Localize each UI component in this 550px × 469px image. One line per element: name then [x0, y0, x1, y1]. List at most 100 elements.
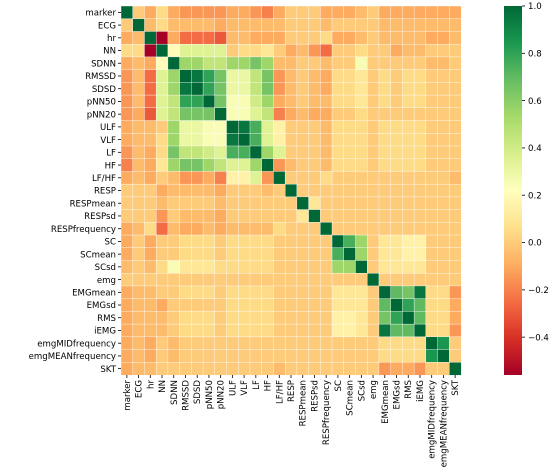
heatmap-cell — [320, 234, 333, 249]
heatmap-cell — [120, 107, 134, 122]
heatmap-cell — [284, 323, 298, 338]
heatmap-cell — [261, 247, 274, 261]
heatmap-cell — [355, 56, 368, 71]
heatmap-cell — [402, 43, 415, 58]
heatmap-cell — [308, 234, 321, 249]
heatmap-cell — [249, 120, 263, 134]
heatmap-cell — [449, 5, 462, 20]
heatmap-cell — [308, 311, 321, 325]
heatmap-cell — [284, 285, 298, 300]
heatmap-cell — [437, 285, 450, 300]
heatmap-cell — [179, 31, 192, 45]
heatmap-cell — [367, 56, 380, 71]
heatmap-cell — [367, 31, 380, 45]
heatmap-cell — [238, 82, 251, 96]
heatmap-cell — [132, 18, 145, 32]
heatmap-cell — [331, 5, 345, 20]
heatmap-cell — [249, 56, 263, 71]
heatmap-cell — [331, 82, 345, 96]
heatmap-cell — [402, 56, 415, 71]
heatmap-cell — [167, 362, 181, 376]
heatmap-cell — [308, 323, 321, 338]
heatmap-cell — [284, 311, 298, 325]
heatmap-cell — [273, 196, 286, 211]
column-labels: marker ECG hr NN SDNN RMSSD SDSD pNN50 pNN20 ULF V… — [123, 375, 461, 467]
heatmap-cell — [191, 273, 204, 287]
heatmap-cell — [343, 209, 356, 223]
heatmap-cell — [214, 209, 228, 223]
heatmap-cell — [167, 31, 181, 45]
heatmap-cell — [320, 362, 333, 376]
heatmap-cell — [449, 183, 462, 198]
column-label: HF — [264, 380, 274, 391]
heatmap-cell — [296, 133, 310, 147]
heatmap-cell — [155, 158, 169, 172]
heatmap-cell — [367, 120, 380, 134]
heatmap-cell — [367, 18, 380, 32]
heatmap-cell — [191, 82, 204, 96]
heatmap-cell — [120, 260, 134, 274]
heatmap-cell — [331, 120, 345, 134]
heatmap-cell — [226, 171, 239, 185]
column-label: ULF — [228, 380, 238, 396]
heatmap-cell — [132, 56, 145, 71]
heatmap-cell — [390, 69, 403, 83]
heatmap-cell — [191, 196, 204, 211]
heatmap-cell — [261, 222, 274, 236]
heatmap-cell — [226, 323, 239, 338]
heatmap-cell — [343, 222, 356, 236]
heatmap-cell — [167, 285, 181, 300]
column-label: RMS — [404, 380, 414, 399]
heatmap-cell — [355, 349, 368, 363]
heatmap-cell — [402, 349, 415, 363]
heatmap-cell — [273, 336, 286, 351]
heatmap-cell — [390, 43, 403, 58]
heatmap-cell — [320, 336, 333, 351]
heatmap-cell — [284, 298, 298, 312]
heatmap-cell — [261, 43, 274, 58]
heatmap-cell — [202, 349, 216, 363]
heatmap-cell — [214, 273, 228, 287]
heatmap-cell — [120, 247, 134, 261]
row-label: RMSSD — [85, 72, 116, 82]
heatmap-cell — [179, 82, 192, 96]
heatmap-cell — [355, 82, 368, 96]
heatmap-cell — [296, 5, 310, 20]
heatmap-cell — [367, 196, 380, 211]
heatmap-cell — [343, 133, 356, 147]
heatmap-cell — [284, 43, 298, 58]
heatmap-cell — [355, 69, 368, 83]
heatmap-cell — [202, 234, 216, 249]
heatmap-cell — [296, 145, 310, 160]
heatmap-cell — [202, 183, 216, 198]
heatmap-cell — [343, 43, 356, 58]
heatmap-cell — [238, 31, 251, 45]
heatmap-cell — [331, 196, 345, 211]
heatmap-cell — [179, 336, 192, 351]
heatmap-cell — [273, 56, 286, 71]
heatmap-cell — [144, 18, 157, 32]
heatmap-cell — [308, 273, 321, 287]
heatmap-cell — [425, 171, 439, 185]
heatmap-cell — [132, 298, 145, 312]
heatmap-cell — [238, 56, 251, 71]
heatmap-cell — [202, 107, 216, 122]
heatmap-cell — [378, 273, 392, 287]
heatmap-cell — [296, 56, 310, 71]
heatmap-cell — [155, 323, 169, 338]
heatmap-cell — [284, 247, 298, 261]
heatmap-cell — [367, 234, 380, 249]
heatmap-cell — [214, 234, 228, 249]
heatmap-cell — [284, 171, 298, 185]
heatmap-cell — [191, 183, 204, 198]
heatmap-cell — [144, 120, 157, 134]
heatmap-cell — [191, 31, 204, 45]
heatmap-cell — [155, 234, 169, 249]
heatmap-cell — [120, 31, 134, 45]
heatmap-cell — [308, 82, 321, 96]
heatmap-cell — [155, 222, 169, 236]
colorbar-tick-label: −0.2 — [528, 286, 549, 296]
row-label: pNN50 — [87, 98, 116, 108]
heatmap-cell — [367, 336, 380, 351]
heatmap-cell — [308, 171, 321, 185]
